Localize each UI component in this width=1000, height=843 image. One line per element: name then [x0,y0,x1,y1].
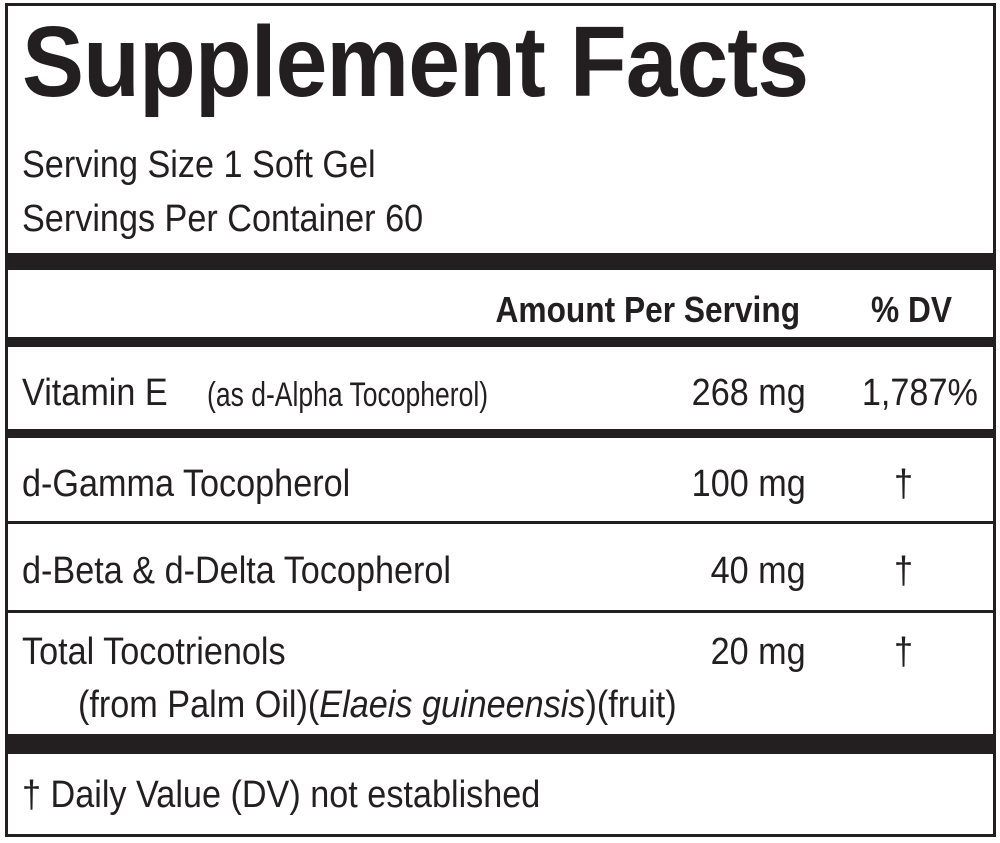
nutrient-dv: † [894,631,914,673]
nutrient-name: d-Beta & d-Delta Tocopherol [22,550,452,592]
label-border [5,3,996,837]
nutrient-name: Total Tocotrienols [22,631,286,673]
nutrient-amount: 268 mg [691,372,806,414]
label-title: Supplement Facts [22,6,809,118]
thin-divider [5,521,996,524]
nutrient-amount: 40 mg [710,550,806,592]
dv-header: % DV [871,289,952,330]
amount-per-serving-header: Amount Per Serving [495,289,800,330]
nutrient-dv: † [894,550,914,592]
medium-divider [5,429,996,438]
servings-per-container: Servings Per Container 60 [22,198,424,240]
footnote: † Daily Value (DV) not established [22,774,541,816]
nutrient-name: d-Gamma Tocopherol [22,463,351,505]
source-text: (from Palm Oil)( [78,684,320,726]
source-text: )(fruit) [585,684,677,726]
nutrient-name: Vitamin E [22,372,168,414]
thick-divider [5,734,996,754]
nutrient-source: (from Palm Oil)(Elaeis guineensis)(fruit… [78,686,677,724]
nutrient-dv: † [894,463,914,505]
botanical-name: Elaeis guineensis [319,684,586,726]
medium-divider [5,337,996,347]
nutrient-detail: (as d-Alpha Tocopherol) [207,376,489,414]
thick-divider [5,253,996,270]
nutrient-amount: 100 mg [691,463,806,505]
nutrient-amount: 20 mg [710,631,806,673]
thin-divider [5,610,996,613]
serving-size: Serving Size 1 Soft Gel [22,144,376,186]
nutrient-dv: 1,787% [861,372,978,414]
